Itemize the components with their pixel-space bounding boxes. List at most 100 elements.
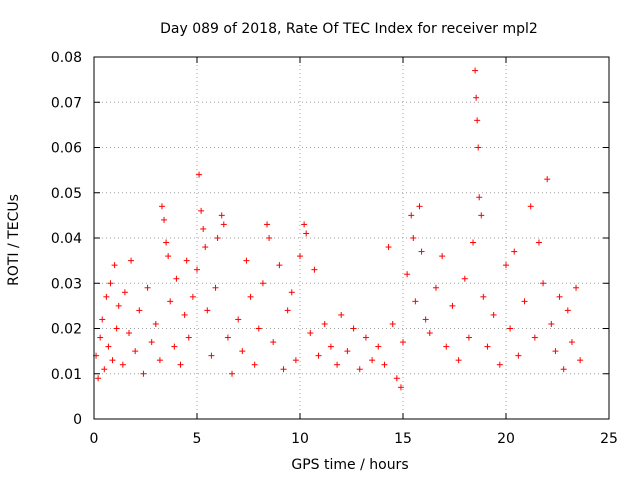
data-point xyxy=(389,320,396,327)
data-point xyxy=(266,235,273,241)
data-point xyxy=(128,257,135,264)
data-point xyxy=(158,203,165,210)
data-point xyxy=(362,334,369,341)
data-point xyxy=(473,94,480,101)
data-point xyxy=(167,298,174,305)
data-point xyxy=(397,384,404,391)
data-point xyxy=(251,361,258,368)
data-point xyxy=(356,366,363,373)
data-point xyxy=(103,293,110,300)
data-point xyxy=(470,239,477,246)
data-point xyxy=(577,357,584,364)
data-point xyxy=(422,316,429,323)
data-point xyxy=(163,239,170,246)
y-tick-label: 0 xyxy=(73,412,82,428)
data-point xyxy=(177,361,184,368)
data-point xyxy=(311,266,318,273)
data-point xyxy=(531,334,538,341)
y-axis-title: ROTI / TECUs xyxy=(6,194,22,286)
data-point xyxy=(140,370,147,377)
data-point xyxy=(515,352,522,359)
data-point xyxy=(99,316,106,323)
y-tick-label: 0.02 xyxy=(51,322,82,338)
data-point xyxy=(152,320,159,327)
data-point xyxy=(568,339,575,346)
data-point xyxy=(111,262,118,269)
data-point xyxy=(280,366,287,373)
data-point xyxy=(224,334,231,341)
y-tick-label: 0.04 xyxy=(51,231,82,247)
grid-lines xyxy=(94,57,609,419)
data-point xyxy=(556,293,563,300)
chart-title: Day 089 of 2018, Rate Of TEC Index for r… xyxy=(160,21,538,37)
data-point xyxy=(161,216,168,223)
data-point xyxy=(375,343,382,350)
data-point xyxy=(200,225,207,232)
x-tick-label: 20 xyxy=(497,431,515,447)
data-point xyxy=(535,239,542,246)
data-point xyxy=(315,352,322,359)
data-point xyxy=(243,257,250,264)
data-point xyxy=(474,117,481,124)
data-point xyxy=(480,293,487,300)
data-point xyxy=(412,298,419,305)
data-point xyxy=(95,375,102,382)
data-point xyxy=(426,330,433,337)
data-point xyxy=(165,253,172,260)
x-tick-label: 5 xyxy=(193,431,202,447)
data-point xyxy=(264,221,271,228)
data-point xyxy=(229,370,236,377)
data-point xyxy=(465,334,472,341)
data-point xyxy=(239,348,246,355)
data-point xyxy=(259,280,266,287)
data-point xyxy=(194,266,200,273)
data-point xyxy=(101,366,108,373)
data-point xyxy=(303,230,310,237)
axis-ticks xyxy=(93,56,610,420)
data-point xyxy=(185,334,192,341)
data-point xyxy=(144,284,151,291)
data-point xyxy=(552,348,559,355)
data-point xyxy=(416,203,423,210)
data-point xyxy=(126,330,133,337)
data-point xyxy=(476,194,483,201)
data-point xyxy=(113,325,120,332)
data-point xyxy=(350,325,357,332)
data-point xyxy=(527,203,534,210)
data-point xyxy=(564,307,571,314)
data-point xyxy=(418,248,425,255)
data-point xyxy=(115,302,122,309)
data-point xyxy=(181,311,188,318)
data-point xyxy=(132,348,139,355)
data-point xyxy=(136,307,143,314)
data-point xyxy=(521,298,528,305)
data-point xyxy=(443,343,450,350)
data-point xyxy=(369,357,376,364)
data-point xyxy=(573,284,580,291)
data-point xyxy=(173,275,180,282)
data-point xyxy=(455,357,462,364)
data-point xyxy=(119,361,126,368)
data-point xyxy=(490,311,497,318)
data-point xyxy=(472,67,479,74)
data-point xyxy=(321,320,328,327)
data-point xyxy=(204,307,211,314)
data-point xyxy=(449,302,456,309)
data-point xyxy=(439,253,446,260)
data-point xyxy=(107,280,114,287)
data-point xyxy=(560,366,567,373)
data-point xyxy=(475,144,482,151)
data-point xyxy=(220,221,227,228)
y-tick-label: 0.05 xyxy=(51,186,82,202)
data-point xyxy=(109,357,116,364)
y-tick-label: 0.06 xyxy=(51,141,82,157)
data-point xyxy=(410,235,417,241)
y-tick-labels: 0 0.01 0.02 0.03 0.04 0.05 0.06 0.07 0.08 xyxy=(51,50,82,428)
data-point xyxy=(404,271,411,278)
data-point xyxy=(548,320,555,327)
data-point xyxy=(212,284,219,291)
data-points xyxy=(93,67,584,391)
data-point xyxy=(121,289,128,296)
data-point xyxy=(544,176,551,183)
data-point xyxy=(183,257,190,264)
